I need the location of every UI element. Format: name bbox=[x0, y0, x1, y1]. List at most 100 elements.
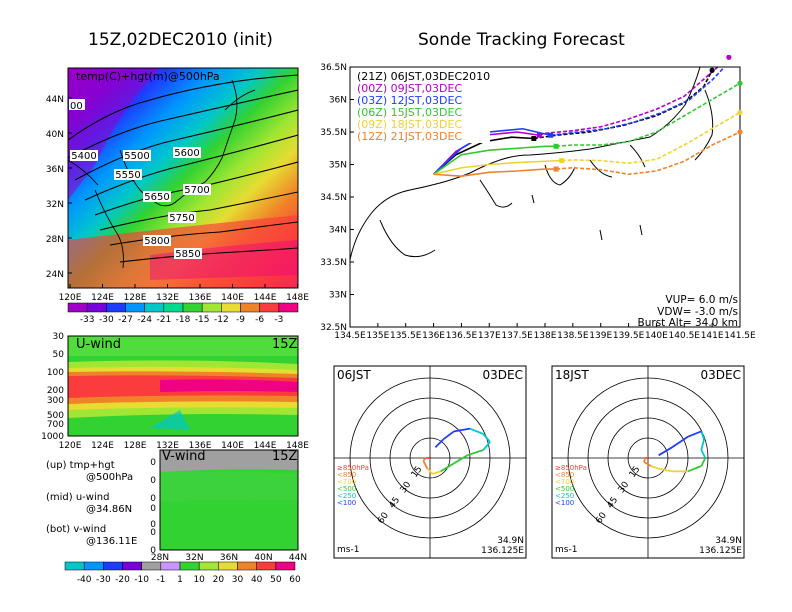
wind-colorbar: -40 -30 -20 -10 -1 1 10 20 30 40 50 60 bbox=[64, 561, 301, 585]
lon-tick: 136E bbox=[189, 293, 212, 303]
hodo-legend-entry: <850 bbox=[555, 471, 574, 479]
colorbar-cell bbox=[125, 302, 145, 313]
colorbar-tick: -15 bbox=[195, 315, 210, 325]
colorbar-tick: -20 bbox=[115, 575, 130, 585]
tracking-coastline bbox=[350, 67, 714, 261]
lat-tick: 34N bbox=[329, 226, 347, 236]
colorbar-tick: -27 bbox=[118, 315, 133, 325]
lat-tick: 44N bbox=[46, 95, 64, 105]
pressure-tick: 100 bbox=[47, 368, 64, 378]
colorbar-tick: -10 bbox=[134, 575, 149, 585]
colorbar-tick: -3 bbox=[274, 315, 283, 325]
track-descent-line bbox=[539, 67, 719, 137]
hodo-legend-entry: <500 bbox=[555, 485, 574, 493]
legend-entry: (06Z) 15JST,03DEC bbox=[357, 106, 463, 119]
lat-tick: 33N bbox=[329, 291, 347, 301]
pressure-tick: 200 bbox=[47, 386, 64, 396]
lat-tick: 28N bbox=[46, 235, 64, 245]
burst-marker bbox=[553, 166, 559, 172]
info-line: VUP= 6.0 m/s bbox=[665, 294, 738, 306]
colorbar-cell bbox=[201, 302, 222, 313]
hodo-lon: 136.125E bbox=[481, 546, 524, 556]
pressure-tick: 700 bbox=[47, 420, 64, 430]
lon-tick: 148E bbox=[286, 441, 309, 450]
lon-tick: 140E bbox=[645, 331, 668, 341]
colorbar-tick: 10 bbox=[193, 575, 205, 585]
lat-tick: 24N bbox=[46, 270, 64, 280]
hodo-segment bbox=[440, 462, 455, 473]
note-up: (up) tmp+hgt @500hPa bbox=[46, 460, 134, 483]
colorbar-tick: -30 bbox=[96, 575, 111, 585]
colorbar-cell bbox=[237, 561, 257, 571]
contour-label: 5600 bbox=[174, 148, 199, 159]
landing-point bbox=[726, 55, 732, 60]
colorbar-tick: 30 bbox=[232, 575, 244, 585]
hodo-segment bbox=[422, 457, 427, 462]
colorbar-tick: 50 bbox=[270, 575, 282, 585]
colorbar-cell bbox=[64, 561, 85, 571]
hodo-segment bbox=[643, 461, 652, 467]
legend-entry: (09Z) 18JST,03DEC bbox=[357, 118, 463, 131]
note-mid: (mid) u-wind @34.86N bbox=[46, 492, 133, 515]
lat-tick: 44N bbox=[289, 553, 307, 563]
track-endpoints bbox=[709, 55, 743, 135]
lon-tick: 132E bbox=[156, 293, 179, 303]
colorbar-tick: -40 bbox=[77, 575, 92, 585]
hodo-segment bbox=[426, 468, 434, 475]
lat-tick: 35.5N bbox=[320, 128, 347, 138]
contour-label-edge: 00 bbox=[70, 101, 83, 112]
map-title: 15Z,02DEC2010 (init) bbox=[88, 30, 273, 50]
lon-tick: 144E bbox=[254, 441, 277, 450]
hodo-segment bbox=[467, 449, 484, 457]
colorbar-tick: -12 bbox=[214, 315, 229, 325]
info-line: VDW= -3.0 m/s bbox=[657, 305, 738, 318]
contour-label: 5850 bbox=[175, 249, 200, 260]
lat-tick: 28N bbox=[151, 553, 169, 563]
pressure-tick: 700 bbox=[150, 528, 156, 538]
hodo-unit: ms-1 bbox=[555, 545, 577, 555]
pressure-tick: 30 bbox=[53, 332, 65, 342]
colorbar-cell bbox=[278, 302, 299, 313]
colorbar-tick: -9 bbox=[236, 315, 245, 325]
lat-tick: 36N bbox=[220, 553, 238, 563]
hodo-legend-entry: <100 bbox=[337, 499, 356, 507]
hodo-segment bbox=[643, 457, 647, 463]
lon-tick: 138.5E bbox=[557, 331, 589, 341]
tracking-title: Sonde Tracking Forecast bbox=[418, 30, 625, 50]
pressure-tick: 50 bbox=[53, 350, 65, 360]
colorbar-cell bbox=[67, 302, 88, 313]
hodo-segment bbox=[700, 457, 707, 467]
lon-tick: 120E bbox=[59, 441, 82, 450]
lat-tick: 32.5N bbox=[320, 323, 347, 333]
hodo-time-label: 18JST bbox=[555, 368, 589, 382]
lon-tick: 136E bbox=[422, 331, 445, 341]
hodo-segment bbox=[700, 439, 705, 451]
contour-label: 5700 bbox=[184, 185, 209, 196]
landing-point bbox=[737, 129, 743, 135]
hodo-lat: 34.9N bbox=[497, 536, 524, 546]
legend-entry: (03Z) 12JST,03DEC bbox=[357, 94, 463, 107]
contour-label: 5400 bbox=[71, 151, 96, 162]
hodo-legend-entry: <250 bbox=[337, 492, 356, 500]
hodo-legend-entry: <850 bbox=[337, 471, 356, 479]
contour-label: 5500 bbox=[124, 151, 149, 162]
temperature-colorbar: -33 -30 -27 -24 -21 -18 -15 -12 -9 -6 -3 bbox=[67, 302, 299, 325]
colorbar-cell bbox=[144, 302, 165, 313]
map500-panel: 5400 5500 5550 5600 5650 5700 5750 5800 5850 00 4… bbox=[46, 67, 309, 325]
tracking-info: VUP= 6.0 m/s VDW= -3.0 m/s Burst Alt= 34.0… bbox=[600, 294, 738, 330]
track-ascent-line bbox=[433, 168, 557, 178]
legend-entry: (21Z) 06JST,03DEC2010 bbox=[357, 70, 491, 83]
hodo-legend-entry: <500 bbox=[337, 485, 356, 493]
lon-tick: 137.5E bbox=[501, 331, 533, 341]
colorbar-cell bbox=[160, 561, 181, 571]
contour-labels: 5400 5500 5550 5600 5650 5700 5750 5800 5850 00 bbox=[69, 99, 211, 260]
tracking-axes: 134.5E 135E 135.5E 136E 136.5E 137E 137.5E 138E… bbox=[320, 63, 756, 341]
lon-tick: 134.5E bbox=[334, 331, 366, 341]
contour-label: 5800 bbox=[144, 236, 169, 247]
hodo-segment bbox=[650, 465, 659, 470]
track-descent-line bbox=[556, 82, 740, 148]
